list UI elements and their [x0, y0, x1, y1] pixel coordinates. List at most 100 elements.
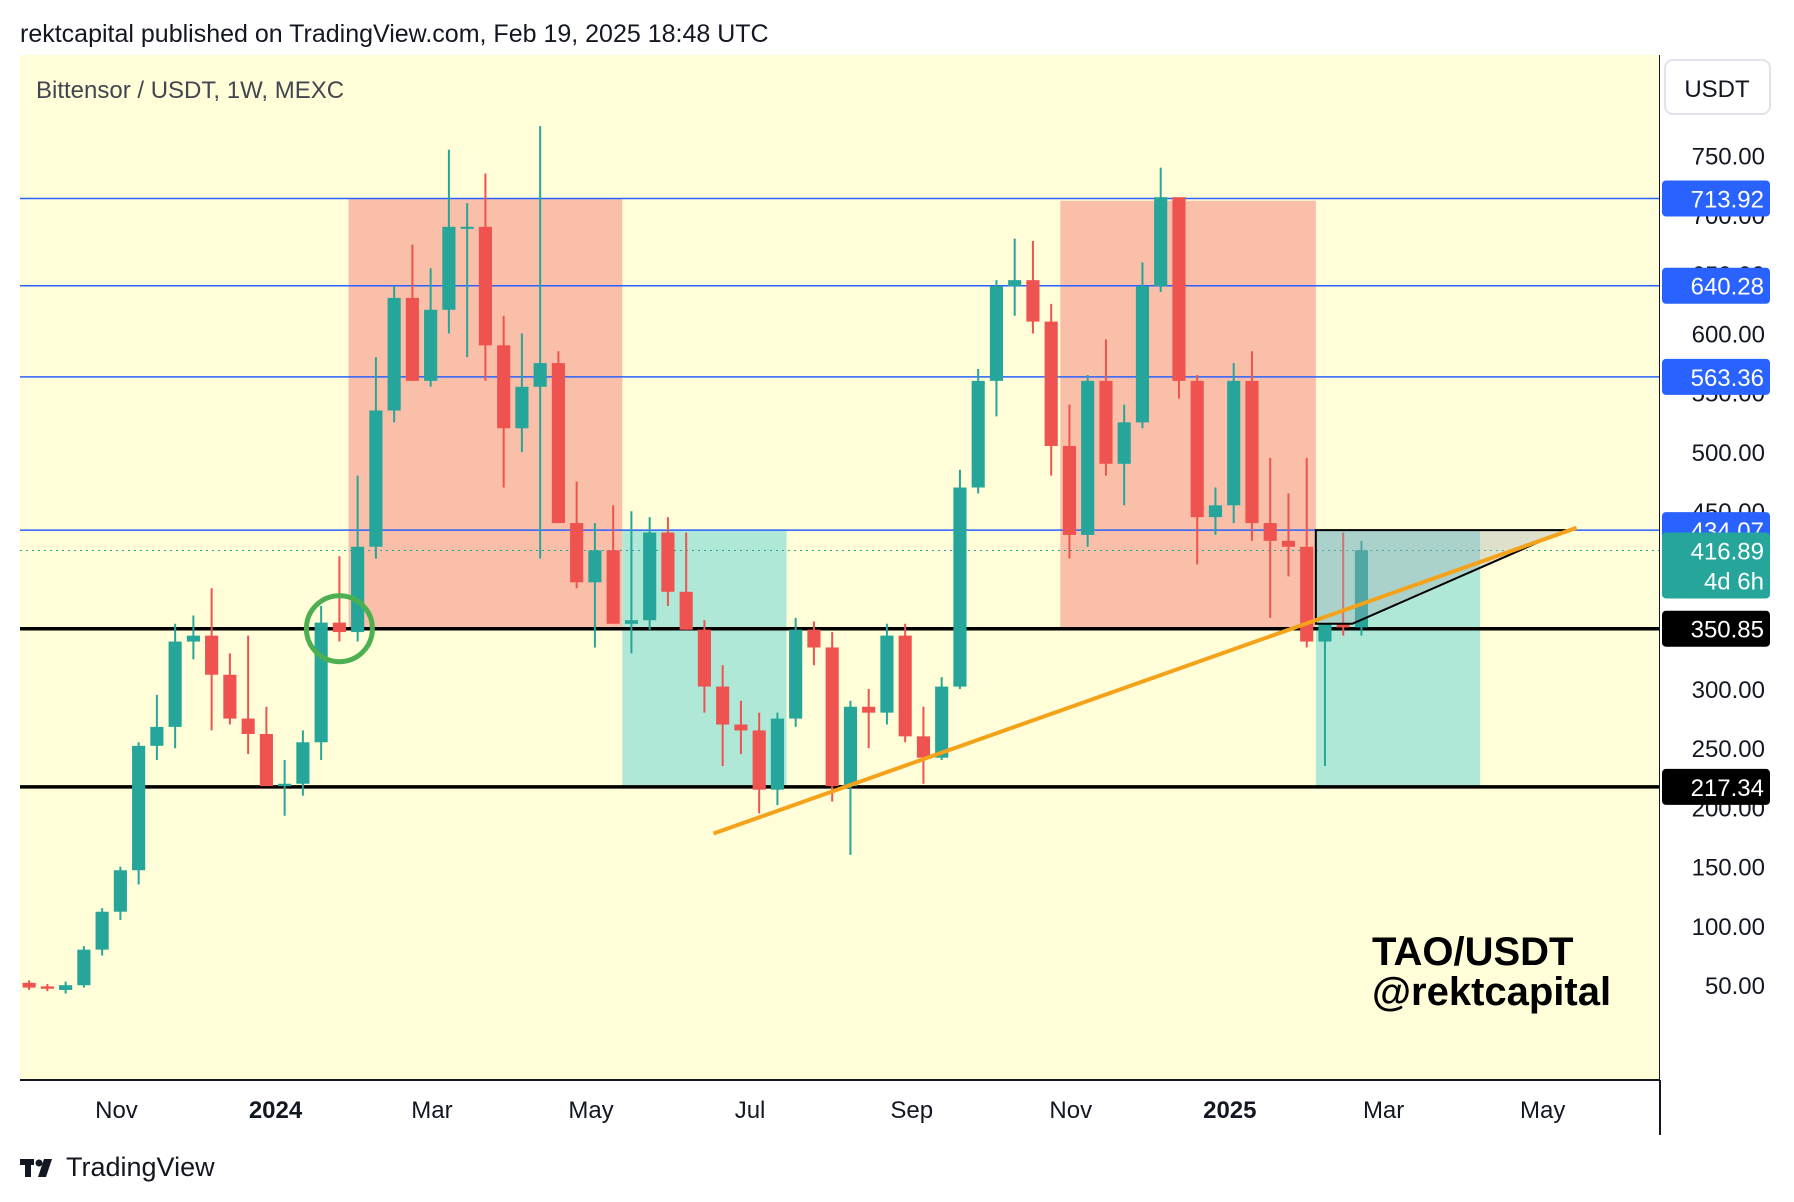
price-label-bg: [1662, 180, 1770, 217]
candle-body: [278, 783, 292, 787]
overlays-layer: [303, 525, 1578, 836]
candle-63: [1172, 197, 1186, 399]
candle-body: [150, 726, 164, 746]
candle-19: [369, 357, 383, 559]
candle-body: [551, 363, 565, 524]
candle-body: [953, 487, 967, 687]
candle-body: [1354, 550, 1369, 628]
price-label-4: 350.85: [1691, 617, 1764, 644]
candle-16: [314, 606, 328, 761]
candle-body: [1135, 286, 1150, 423]
candle-52: [971, 369, 985, 494]
candle-body: [478, 226, 492, 346]
publish-header: rektcapital published on TradingView.com…: [20, 20, 769, 48]
candle-12: [241, 635, 255, 755]
candle-0: [22, 980, 36, 990]
chart-title: Bittensor / USDT, 1W, MEXC: [36, 77, 344, 104]
candle-26: [497, 315, 511, 488]
footer: TradingView: [20, 1152, 215, 1183]
candle-11: [223, 653, 237, 725]
candle-body: [424, 309, 438, 381]
candle-body: [1117, 422, 1131, 464]
candle-4: [95, 908, 109, 956]
candle-body: [1245, 380, 1259, 524]
candle-60: [1117, 404, 1131, 506]
candle-body: [1081, 380, 1095, 535]
candle-8: [168, 623, 182, 749]
candle-43: [807, 621, 821, 666]
candle-body: [77, 949, 91, 986]
candle-body: [1172, 197, 1186, 381]
y-tick-label: 600.00: [1692, 321, 1765, 348]
candle-39: [734, 700, 748, 755]
candle-body: [643, 532, 657, 621]
y-tick-label: 100.00: [1692, 914, 1765, 941]
current-price-label: 416.89: [1691, 538, 1764, 565]
candle-7: [150, 694, 164, 761]
candle-body: [223, 674, 237, 719]
x-tick-label: Nov: [1049, 1097, 1092, 1124]
candle-15: [296, 730, 310, 796]
x-tick-label: Sep: [890, 1097, 933, 1124]
candle-body: [770, 718, 784, 790]
candle-body: [1227, 380, 1241, 506]
supply-zone-2: [1060, 200, 1316, 629]
breakout-circle: [303, 593, 375, 665]
candle-body: [1208, 505, 1223, 518]
candle-71: [1318, 623, 1332, 766]
candle-body: [1008, 280, 1022, 287]
candle-37: [697, 620, 711, 713]
candle-body: [1026, 280, 1040, 322]
candle-31: [588, 523, 602, 648]
candle-body: [1318, 623, 1332, 642]
candle-34: [643, 517, 657, 630]
candle-18: [351, 475, 365, 642]
price-label-2: 563.36: [1691, 365, 1764, 392]
candle-body: [40, 986, 54, 989]
candle-36: [679, 532, 693, 630]
candle-47: [880, 623, 894, 725]
x-tick-label: Mar: [1363, 1097, 1404, 1124]
candle-29: [551, 351, 565, 524]
candle-body: [460, 226, 474, 229]
candle-56: [1044, 303, 1058, 476]
candle-body: [1281, 540, 1296, 547]
candle-40: [752, 712, 766, 814]
candle-body: [1300, 546, 1314, 642]
price-label-bg: [1662, 358, 1770, 395]
countdown-label: 4d 6h: [1704, 568, 1764, 595]
candle-body: [113, 870, 127, 912]
candle-6: [132, 742, 146, 885]
price-labels: 713.92640.28563.36434.07350.85217.34416.…: [1662, 180, 1770, 805]
candle-14: [278, 760, 292, 816]
candle-54: [1008, 238, 1022, 316]
candle-61: [1135, 262, 1150, 429]
y-tick-label: 50.00: [1705, 973, 1765, 1000]
candle-17: [332, 556, 346, 642]
candle-body: [442, 226, 456, 310]
y-tick-label: 150.00: [1692, 855, 1765, 882]
y-tick-label: 750.00: [1692, 144, 1765, 171]
candle-70: [1300, 457, 1314, 648]
currency-button[interactable]: USDT: [1664, 59, 1771, 115]
candle-body: [862, 706, 876, 713]
candle-body: [898, 635, 912, 737]
candle-body: [716, 686, 730, 725]
candle-67: [1245, 351, 1259, 541]
candle-45: [843, 700, 857, 855]
candle-body: [1099, 380, 1113, 464]
candle-body: [661, 532, 675, 592]
candle-body: [259, 733, 273, 787]
candle-body: [168, 641, 182, 727]
candle-42: [789, 617, 803, 727]
candle-20: [387, 286, 401, 423]
candle-21: [405, 244, 419, 381]
candle-body: [843, 706, 857, 787]
price-label-5: 217.34: [1691, 775, 1764, 802]
y-tick-label: 250.00: [1692, 736, 1765, 763]
candle-50: [935, 677, 949, 761]
candle-body: [241, 718, 255, 734]
price-label-0: 713.92: [1691, 186, 1764, 213]
candles-layer: [22, 126, 1369, 994]
